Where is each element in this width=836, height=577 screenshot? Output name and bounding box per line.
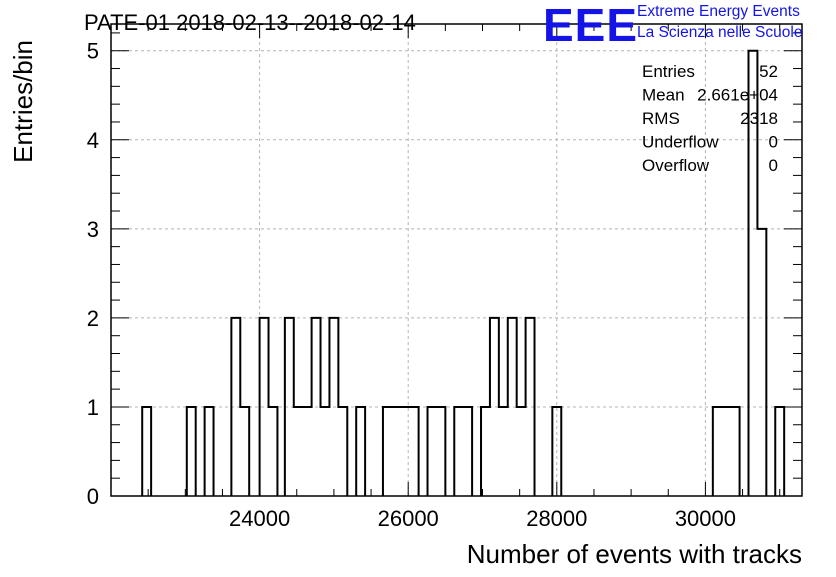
stats-value: 2.661e+04 <box>697 86 778 105</box>
stats-label: RMS <box>642 109 680 128</box>
histogram-bin <box>142 407 151 496</box>
histogram-bin <box>436 407 445 496</box>
histogram-bin <box>463 407 472 496</box>
histogram-bin <box>517 407 526 496</box>
histogram-bin <box>356 407 365 496</box>
stats-box: Entries 52 Mean 2.661e+04 RMS 2318 Underflow 0 O… <box>642 62 778 175</box>
histogram-bin <box>187 407 196 496</box>
y-axis-label: Entries/bin <box>8 40 38 163</box>
y-tick-label: 0 <box>87 484 99 509</box>
tick-labels: 24000 26000 28000 30000 0 1 2 3 4 5 <box>87 39 736 531</box>
x-tick-label: 28000 <box>526 506 587 531</box>
histogram-bin <box>410 407 419 496</box>
y-tick-label: 5 <box>87 39 99 64</box>
stats-value: 52 <box>759 62 778 81</box>
stats-value: 2318 <box>740 109 778 128</box>
axes <box>110 23 803 497</box>
histogram-bin <box>205 407 214 496</box>
histogram-bin <box>383 407 392 496</box>
histogram-bin <box>321 407 330 496</box>
logo-tagline-2: La Scienza nelle Scuole <box>637 24 803 41</box>
histogram-bin <box>303 407 312 496</box>
y-tick-label: 1 <box>87 395 99 420</box>
plot-frame <box>110 23 803 497</box>
histogram-bin <box>294 407 303 496</box>
histogram-bin <box>454 407 463 496</box>
y-tick-label: 3 <box>87 217 99 242</box>
histogram-bin <box>269 407 278 496</box>
eee-logo: EEE <box>543 0 639 51</box>
histogram-bin <box>338 407 347 496</box>
histogram-bin <box>731 407 740 496</box>
stats-value: 0 <box>769 133 778 152</box>
histogram-bin <box>481 407 490 496</box>
x-axis-label: Number of events with tracks <box>467 539 802 569</box>
stats-value: 0 <box>769 156 778 175</box>
histogram-bin <box>722 407 731 496</box>
histogram-bins <box>142 51 784 496</box>
histogram-bin <box>392 407 401 496</box>
histogram-bin <box>757 229 766 496</box>
x-tick-label: 24000 <box>229 506 290 531</box>
y-tick-label: 4 <box>87 128 99 153</box>
chart-title: PATE-01 2018-02-13--2018-02-14 <box>84 10 416 35</box>
histogram-bin <box>775 407 784 496</box>
histogram-bin <box>499 407 508 496</box>
y-tick-label: 2 <box>87 306 99 331</box>
stats-label: Mean <box>642 86 685 105</box>
grid <box>111 24 802 496</box>
logo-tagline-1: Extreme Energy Events <box>637 3 800 20</box>
stats-label: Underflow <box>642 133 719 152</box>
x-tick-label: 30000 <box>675 506 736 531</box>
stats-label: Overflow <box>642 156 710 175</box>
x-tick-label: 26000 <box>378 506 439 531</box>
histogram-outline <box>141 49 786 496</box>
stats-label: Entries <box>642 62 695 81</box>
histogram-bin <box>240 407 249 496</box>
histogram-bin <box>428 407 437 496</box>
histogram-bin <box>713 407 722 496</box>
